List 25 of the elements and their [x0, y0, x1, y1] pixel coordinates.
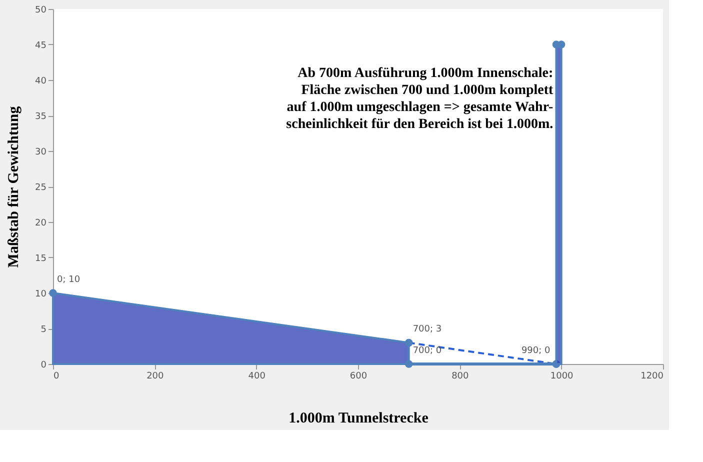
annotation: 0; 10	[57, 275, 80, 285]
x-tick-label: 0	[54, 372, 60, 382]
y-tick-label: 40	[35, 76, 47, 86]
x-tick-label: 1200	[640, 372, 664, 382]
x-axis-title: 1.000m Tunnelstrecke	[288, 410, 429, 426]
x-tick-label: 400	[248, 372, 266, 382]
x-tick-label: 200	[146, 372, 164, 382]
annotation: 700; 0	[412, 346, 442, 356]
y-tick-label: 45	[35, 41, 46, 51]
x-tick-label: 600	[350, 372, 368, 382]
y-tick-label: 35	[35, 112, 46, 122]
y-tick-label: 0	[40, 360, 47, 370]
x-tick-label: 800	[452, 372, 470, 382]
y-tick-label: 15	[35, 254, 46, 264]
y-tick-label: 5	[40, 325, 46, 335]
y-tick-label: 30	[35, 148, 47, 158]
annotation: Ab 700m Ausführung 1.000m Innenschale: Fläche zwischen 700 und 1.000m komplett auf 1.000m umgeschlagen => gesamte Wahr- scheinlichkeit für den Bereich ist bei 1.000m.	[286, 66, 554, 132]
y-tick-label: 10	[35, 290, 47, 300]
x-tick-label: 1000	[550, 372, 574, 382]
annotation: 700; 3	[412, 324, 442, 335]
y-tick-label: 25	[35, 183, 46, 193]
y-tick-label: 50	[35, 6, 47, 16]
y-axis-title: Maßstab für Gewichtung	[6, 106, 22, 268]
y-tick-label: 20	[35, 218, 47, 228]
annotation: 990; 0	[521, 346, 551, 356]
